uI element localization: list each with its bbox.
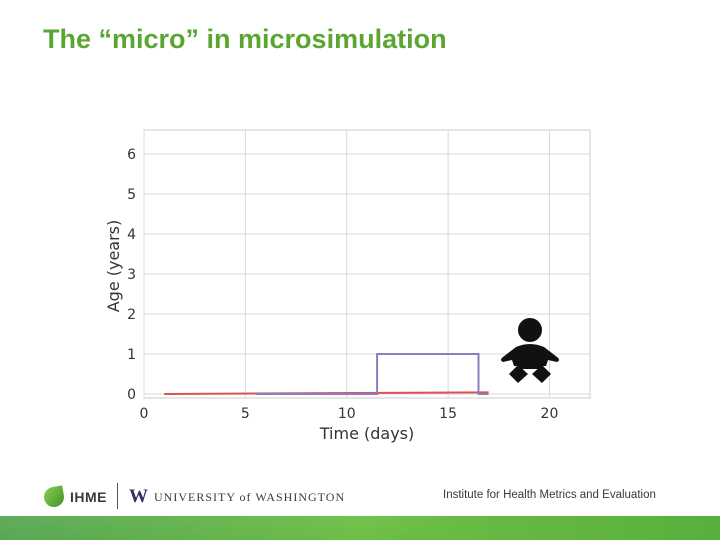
- y-tick-label: 4: [127, 227, 136, 243]
- bottom-band: [0, 516, 720, 540]
- x-tick-labels: 0 5 10 15 20: [140, 406, 559, 422]
- uw-logo-letter: W: [129, 486, 148, 507]
- series-layer: [164, 353, 489, 395]
- x-tick-label: 15: [439, 406, 457, 422]
- footer: IHME W UNIVERSITY of WASHINGTON Institut…: [0, 478, 720, 518]
- x-tick-label: 20: [541, 406, 559, 422]
- y-tick-label: 3: [127, 267, 136, 283]
- logo-divider: [117, 483, 118, 509]
- y-tick-label: 6: [127, 147, 136, 163]
- age-time-chart: 0 5 10 15 20 0 1 2 3 4 5 6 Time (days) Age (years): [104, 129, 591, 443]
- y-axis-label: Age (years): [104, 220, 123, 313]
- y-tick-label: 2: [127, 307, 136, 323]
- institute-name: Institute for Health Metrics and Evaluat…: [443, 489, 656, 501]
- uw-logo: W UNIVERSITY of WASHINGTON: [129, 486, 345, 508]
- slide-title: The “micro” in microsimulation: [43, 24, 447, 54]
- series-line-2: [255, 353, 489, 395]
- x-tick-label: 5: [241, 406, 250, 422]
- y-tick-label: 0: [127, 387, 136, 403]
- x-tick-label: 0: [140, 406, 149, 422]
- y-tick-label: 5: [127, 187, 136, 203]
- y-tick-label: 1: [127, 347, 136, 363]
- leaf-icon: [42, 485, 66, 509]
- uw-logo-text: UNIVERSITY of WASHINGTON: [154, 489, 346, 504]
- x-axis-label: Time (days): [319, 424, 415, 443]
- ihme-logo-text: IHME: [70, 489, 107, 505]
- ihme-logo: IHME: [42, 485, 107, 509]
- y-tick-labels: 0 1 2 3 4 5 6: [127, 147, 136, 403]
- x-tick-label: 10: [338, 406, 356, 422]
- baby-icon: [501, 318, 559, 383]
